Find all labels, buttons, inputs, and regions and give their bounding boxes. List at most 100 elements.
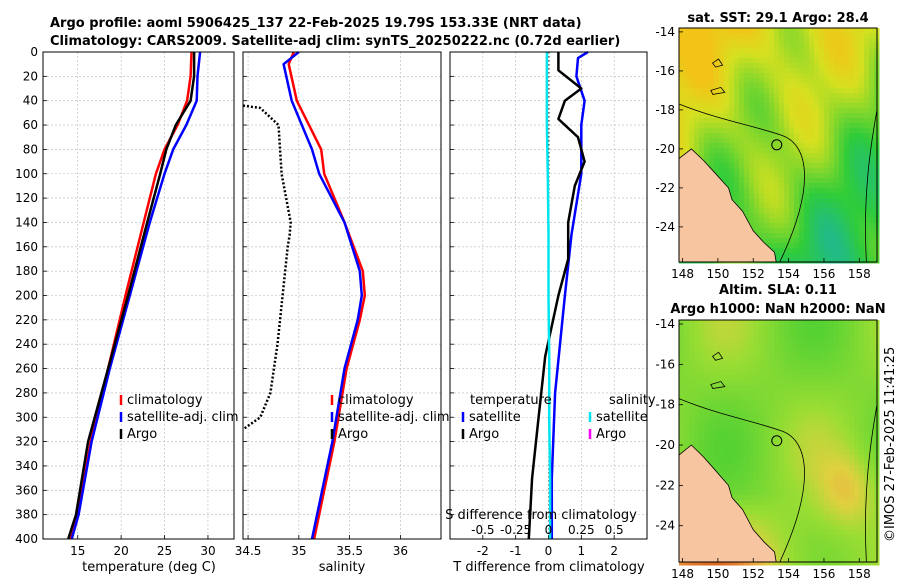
map-cell	[794, 335, 800, 341]
map-cell	[769, 410, 775, 416]
map-cell	[809, 545, 815, 551]
map-cell	[754, 63, 760, 69]
map-cell	[809, 500, 815, 506]
map-cell	[819, 173, 825, 179]
map-cell	[734, 445, 740, 451]
map-cell	[804, 440, 810, 446]
map-cell	[799, 380, 805, 386]
map-cell	[774, 325, 780, 331]
map-cell	[719, 133, 725, 139]
y-tick-label: 260	[15, 362, 38, 376]
map-cell	[779, 510, 785, 516]
map-cell	[804, 555, 810, 561]
map-cell	[849, 113, 855, 119]
map-cell	[844, 153, 850, 159]
map-cell	[734, 153, 740, 159]
map-cell	[714, 390, 720, 396]
map-cell	[844, 430, 850, 436]
map-cell	[834, 208, 840, 214]
map-cell	[764, 158, 770, 164]
map-cell	[739, 370, 745, 376]
map-cell	[834, 365, 840, 371]
map-cell	[849, 360, 855, 366]
map-cell	[729, 138, 735, 144]
map-cell	[794, 330, 800, 336]
map-cell	[714, 108, 720, 114]
map-cell	[769, 560, 775, 566]
map-cell	[774, 123, 780, 129]
map-cell	[814, 440, 820, 446]
map-cell	[744, 78, 750, 84]
map-x-tick-label: 148	[671, 567, 694, 580]
map-cell	[794, 505, 800, 511]
map-cell	[834, 505, 840, 511]
map-cell	[824, 505, 830, 511]
map-cell	[819, 88, 825, 94]
map-cell	[779, 515, 785, 521]
map-cell	[719, 38, 725, 44]
map-cell	[869, 560, 875, 566]
map-cell	[749, 173, 755, 179]
map-cell	[789, 350, 795, 356]
map-cell	[859, 178, 865, 184]
map-cell	[724, 440, 730, 446]
map-cell	[779, 465, 785, 471]
map-cell	[684, 93, 690, 99]
map-cell	[829, 320, 835, 326]
map-cell	[714, 465, 720, 471]
map-cell	[809, 153, 815, 159]
map-cell	[794, 163, 800, 169]
map-cell	[754, 360, 760, 366]
map-cell	[794, 420, 800, 426]
map-cell	[819, 193, 825, 199]
map-cell	[704, 93, 710, 99]
map-cell	[859, 395, 865, 401]
map-cell	[764, 168, 770, 174]
map-cell	[864, 33, 870, 39]
map-cell	[829, 48, 835, 54]
map-cell	[769, 138, 775, 144]
map-cell	[869, 360, 875, 366]
map-cell	[814, 385, 820, 391]
map-cell	[729, 320, 735, 326]
sst-map-title: sat. SST: 29.1 Argo: 28.4	[687, 11, 868, 26]
map-cell	[779, 430, 785, 436]
map-cell	[829, 500, 835, 506]
map-cell	[759, 460, 765, 466]
map-cell	[769, 535, 775, 541]
map-cell	[759, 530, 765, 536]
map-cell	[769, 435, 775, 441]
map-cell	[794, 258, 800, 264]
map-cell	[824, 440, 830, 446]
map-cell	[844, 550, 850, 556]
map-cell	[864, 420, 870, 426]
map-cell	[759, 435, 765, 441]
map-cell	[849, 505, 855, 511]
map-cell	[834, 340, 840, 346]
map-cell	[864, 198, 870, 204]
map-cell	[734, 88, 740, 94]
map-cell	[864, 28, 870, 34]
map-cell	[764, 400, 770, 406]
map-cell	[694, 390, 700, 396]
map-cell	[719, 118, 725, 124]
map-cell	[824, 530, 830, 536]
map-cell	[769, 78, 775, 84]
map-cell	[784, 98, 790, 104]
map-cell	[729, 88, 735, 94]
map-cell	[789, 435, 795, 441]
map-cell	[829, 435, 835, 441]
map-cell	[839, 183, 845, 189]
map-cell	[784, 470, 790, 476]
map-cell	[774, 440, 780, 446]
map-cell	[719, 335, 725, 341]
map-cell	[804, 233, 810, 239]
map-cell	[814, 430, 820, 436]
map-cell	[849, 98, 855, 104]
map-cell	[759, 68, 765, 74]
map-cell	[804, 163, 810, 169]
map-cell	[709, 440, 715, 446]
map-cell	[739, 143, 745, 149]
map-cell	[849, 223, 855, 229]
map-cell	[709, 118, 715, 124]
